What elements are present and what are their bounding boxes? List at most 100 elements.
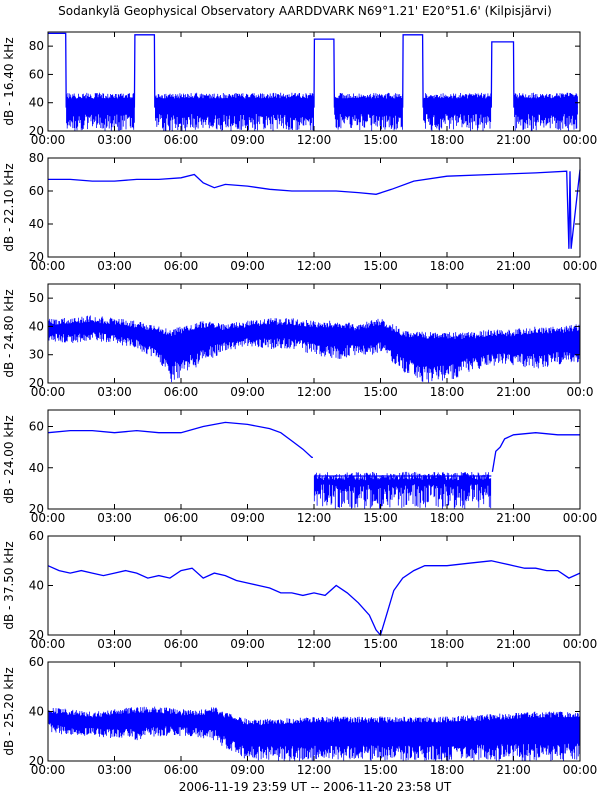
x-tick-label: 06:00 — [164, 637, 199, 651]
x-tick-label: 00:00 — [563, 511, 598, 525]
x-tick-label: 00:00 — [563, 637, 598, 651]
x-tick-label: 15:00 — [363, 385, 398, 399]
x-tick-label: 06:00 — [164, 763, 199, 777]
plot-frame — [47, 157, 581, 258]
x-tick-label: 21:00 — [496, 763, 531, 777]
x-tick-label: 18:00 — [430, 763, 465, 777]
noise-band-series-0 — [66, 92, 578, 131]
x-tick-label: 00:00 — [563, 133, 598, 147]
y-tick-label: 60 — [29, 655, 44, 669]
data-trace — [48, 169, 581, 249]
line-series-2 — [491, 432, 580, 473]
y-tick-label: 40 — [29, 705, 44, 719]
x-tick-label: 21:00 — [496, 511, 531, 525]
x-tick-label: 12:00 — [297, 637, 332, 651]
x-tick-label: 21:00 — [496, 133, 531, 147]
x-tick-label: 00:00 — [31, 763, 66, 777]
chart-panel-1: 20 40 60 80 00:00 03:00 06:00 09:00 12:00 15:00 18… — [2, 31, 598, 147]
chart-panel-6: 20 40 60 00:00 03:00 06:00 09:00 12:00 15:00 18:0… — [2, 655, 597, 777]
x-tick-label: 09:00 — [230, 763, 265, 777]
x-tick-label: 15:00 — [363, 511, 398, 525]
x-tick-label: 06:00 — [164, 385, 199, 399]
chart-panel-2: 20 40 60 80 00:00 03:00 06:00 09:00 12:00 15:00 18… — [2, 151, 597, 273]
x-tick-label: 12:00 — [297, 385, 332, 399]
x-tick-label: 12:00 — [297, 133, 332, 147]
x-tick-label: 18:00 — [430, 133, 465, 147]
time-range-footer: 2006-11-19 23:59 UT -- 2006-11-20 23:58 … — [179, 780, 452, 794]
x-tick-label: 15:00 — [363, 637, 398, 651]
x-tick-label: 12:00 — [297, 259, 332, 273]
y-axis-label: dB - 24.80 kHz — [2, 289, 16, 377]
x-tick-label: 00:00 — [563, 259, 598, 273]
data-trace — [48, 32, 578, 131]
x-tick-label: 00:00 — [31, 133, 66, 147]
y-tick-label: 20 — [29, 754, 44, 768]
data-trace — [48, 315, 580, 383]
y-tick-label: 40 — [29, 217, 44, 231]
x-tick-label: 00:00 — [31, 385, 66, 399]
x-tick-label: 03:00 — [97, 259, 132, 273]
noise-band-series-1 — [313, 471, 492, 509]
plot-frame — [47, 535, 581, 636]
data-trace — [47, 560, 581, 637]
x-tick-label: 21:00 — [496, 259, 531, 273]
x-tick-label: 03:00 — [97, 133, 132, 147]
x-tick-label: 06:00 — [164, 511, 199, 525]
y-axis-label: dB - 25.20 kHz — [2, 667, 16, 755]
y-tick-label: 60 — [29, 67, 44, 81]
y-tick-label: 50 — [29, 291, 44, 305]
y-tick-label: 20 — [29, 124, 44, 138]
noise-band-series-0 — [48, 315, 580, 383]
x-tick-label: 00:00 — [31, 637, 66, 651]
x-tick-label: 18:00 — [430, 637, 465, 651]
data-trace — [48, 706, 580, 761]
noise-band-series-0 — [48, 706, 580, 761]
x-tick-label: 03:00 — [97, 763, 132, 777]
x-tick-label: 15:00 — [363, 259, 398, 273]
y-tick-label: 60 — [29, 420, 44, 434]
line-series-0 — [48, 169, 581, 249]
x-tick-label: 03:00 — [97, 385, 132, 399]
x-tick-label: 09:00 — [230, 385, 265, 399]
y-tick-label: 20 — [29, 502, 44, 516]
y-tick-label: 30 — [29, 348, 44, 362]
x-tick-label: 00:00 — [31, 259, 66, 273]
line-series-0 — [47, 560, 581, 637]
x-tick-label: 06:00 — [164, 133, 199, 147]
x-tick-label: 00:00 — [31, 511, 66, 525]
line-series-0 — [48, 32, 578, 108]
x-tick-label: 00:0 — [567, 385, 594, 399]
y-tick-label: 20 — [29, 628, 44, 642]
x-tick-label: 18:00 — [430, 511, 465, 525]
y-axis-label: dB - 37.50 kHz — [2, 541, 16, 629]
x-tick-label: 21:00 — [496, 637, 531, 651]
y-axis-label: dB - 16.40 kHz — [2, 37, 16, 125]
x-tick-label: 09:00 — [230, 133, 265, 147]
chart-panel-3: 20 30 40 50 00:00 03:00 06:00 09:00 12:00 15:00 18… — [2, 283, 594, 399]
y-tick-label: 80 — [29, 151, 44, 165]
x-tick-label: 18:00 — [430, 385, 465, 399]
x-tick-label: 09:00 — [230, 259, 265, 273]
x-tick-label: 15:00 — [363, 763, 398, 777]
chart-panel-5: 20 40 60 00:00 03:00 06:00 09:00 12:00 15:00 18:0… — [2, 529, 597, 651]
y-tick-label: 60 — [29, 184, 44, 198]
chart-panel-4: 20 40 60 00:00 03:00 06:00 09:00 12:00 15:00 18:0… — [2, 409, 598, 525]
y-tick-label: 40 — [29, 96, 44, 110]
x-tick-label: 18:00 — [430, 259, 465, 273]
x-tick-label: 15:00 — [363, 133, 398, 147]
y-tick-label: 40 — [29, 319, 44, 333]
x-tick-label: 12:00 — [297, 763, 332, 777]
x-tick-label: 09:00 — [230, 637, 265, 651]
y-tick-label: 20 — [29, 376, 44, 390]
y-axis-label: dB - 24.00 kHz — [2, 415, 16, 503]
x-tick-label: 09:00 — [230, 511, 265, 525]
x-tick-label: 21:00 — [496, 385, 531, 399]
x-tick-label: 00:00 — [563, 763, 598, 777]
y-tick-label: 40 — [29, 579, 44, 593]
x-tick-label: 12:00 — [297, 511, 332, 525]
y-tick-label: 40 — [29, 461, 44, 475]
x-tick-label: 06:00 — [164, 259, 199, 273]
y-axis-label: dB - 22.10 kHz — [2, 163, 16, 251]
y-tick-label: 80 — [29, 39, 44, 53]
